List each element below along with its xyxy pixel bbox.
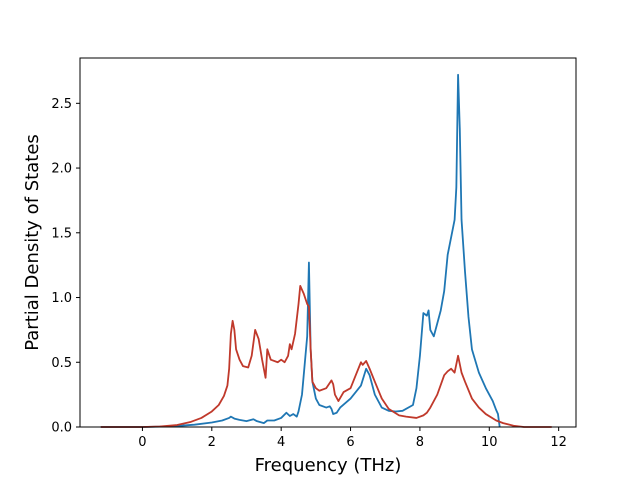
x-tick-label: 0 [138,435,146,450]
y-tick-label: 2.5 [51,97,72,112]
x-tick-label: 10 [481,435,498,450]
x-tick-label: 2 [208,435,216,450]
y-tick-label: 2.0 [51,162,72,177]
x-tick-label: 4 [277,435,285,450]
y-tick-label: 0.5 [51,356,72,371]
series-line-2 [100,284,552,428]
x-tick-label: 6 [346,435,354,450]
x-axis-label: Frequency (THz) [255,455,402,476]
y-axis-label: Partial Density of States [22,134,43,351]
series-layer [100,73,552,428]
x-ticks: 0 2 4 6 8 10 12 [138,427,567,450]
y-tick-label: 0.0 [51,421,72,436]
x-tick-label: 8 [416,435,424,450]
y-tick-label: 1.5 [51,226,72,241]
plot-frame [79,57,577,428]
x-tick-label: 12 [550,435,567,450]
y-tick-label: 1.0 [51,291,72,306]
y-ticks: 0.0 0.5 1.0 1.5 2.0 2.5 [51,97,80,436]
series-line-1 [100,73,501,428]
